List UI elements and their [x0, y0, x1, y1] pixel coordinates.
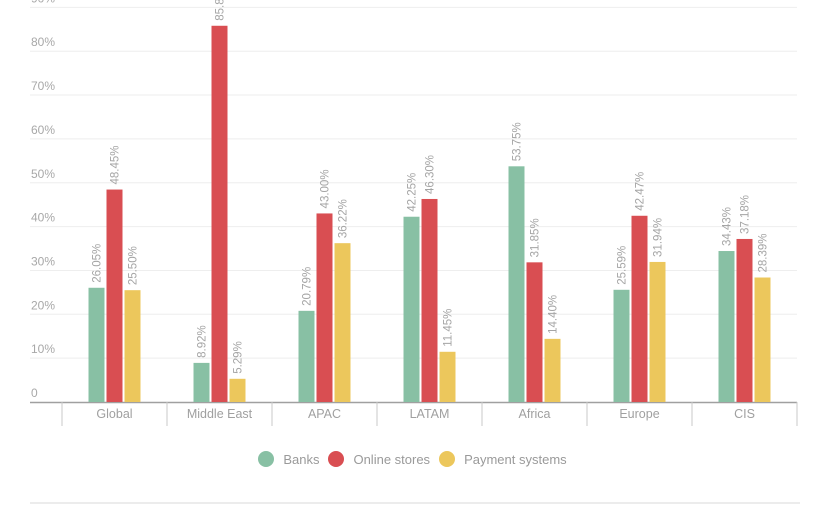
data-label: 42.47%: [635, 172, 647, 211]
data-label: 25.50%: [128, 246, 140, 285]
bar-banks: [508, 166, 525, 402]
data-label: 85.8: [215, 0, 227, 21]
bar-payment-systems: [334, 243, 351, 402]
data-label: 36.22%: [338, 199, 350, 238]
y-tick-label: 50%: [31, 167, 55, 181]
data-label: 46.30%: [425, 155, 437, 194]
data-label: 26.05%: [92, 244, 104, 283]
legend-label: Online stores: [353, 451, 431, 467]
data-label: 8.92%: [197, 325, 209, 358]
bar-online-stores: [736, 238, 753, 402]
bar-online-stores: [211, 25, 228, 403]
x-tick-label: LATAM: [410, 407, 450, 421]
data-label: 14.40%: [548, 295, 560, 334]
y-tick-label: 30%: [31, 254, 55, 268]
legend: Banks Online stores Payment systems: [0, 451, 830, 467]
bar-payment-systems: [649, 261, 666, 402]
legend-label: Payment systems: [464, 451, 567, 467]
data-label: 34.43%: [722, 207, 734, 246]
y-tick-label: 80%: [31, 35, 55, 49]
bar-banks: [88, 287, 105, 402]
bar-payment-systems: [544, 338, 561, 402]
legend-item-online-stores[interactable]: Online stores: [328, 451, 430, 467]
data-label: 25.59%: [617, 246, 629, 285]
y-tick-label: 60%: [31, 123, 55, 137]
bar-payment-systems: [229, 378, 246, 402]
payment-systems-swatch-icon: [439, 451, 456, 467]
data-label: 37.18%: [740, 195, 752, 234]
bar-payment-systems: [754, 277, 771, 402]
data-label: 53.75%: [512, 122, 524, 161]
y-tick-label: 20%: [31, 298, 55, 312]
bar-payment-systems: [439, 351, 456, 402]
y-tick-label: 0: [31, 386, 38, 400]
online-stores-swatch-icon: [328, 451, 345, 467]
bar-online-stores: [316, 213, 333, 402]
legend-item-payment-systems[interactable]: Payment systems: [439, 451, 567, 467]
data-label: 48.45%: [110, 146, 122, 185]
data-label: 31.85%: [530, 218, 542, 257]
data-label: 43.00%: [320, 169, 332, 208]
data-label: 20.79%: [302, 267, 314, 306]
bar-banks: [718, 251, 735, 402]
y-tick-label: 10%: [31, 342, 55, 356]
y-tick-label: 40%: [31, 211, 55, 225]
data-label: 31.94%: [653, 218, 665, 257]
bar-online-stores: [106, 189, 123, 402]
x-tick-label: APAC: [308, 407, 341, 421]
x-tick-label: CIS: [734, 407, 755, 421]
bar-banks: [403, 216, 420, 402]
bar-online-stores: [421, 198, 438, 402]
data-label: 42.25%: [407, 173, 419, 212]
bar-online-stores: [526, 262, 543, 402]
x-tick-label: Africa: [519, 407, 551, 421]
x-tick-label: Middle East: [187, 407, 253, 421]
legend-label: Banks: [283, 451, 320, 467]
y-tick-label: 70%: [31, 79, 55, 93]
data-label: 5.29%: [233, 341, 245, 374]
bar-online-stores: [631, 215, 648, 402]
x-tick-label: Europe: [619, 407, 659, 421]
legend-item-banks[interactable]: Banks: [258, 451, 319, 467]
y-tick-label: 90%: [31, 0, 55, 5]
bar-banks: [193, 362, 210, 402]
data-label: 28.39%: [758, 233, 770, 272]
bar-banks: [613, 289, 630, 402]
data-label: 11.45%: [443, 309, 455, 347]
divider: [30, 502, 800, 504]
bar-payment-systems: [124, 290, 141, 402]
bar-banks: [298, 310, 315, 402]
x-tick-label: Global: [96, 407, 132, 421]
banks-swatch-icon: [258, 451, 275, 467]
